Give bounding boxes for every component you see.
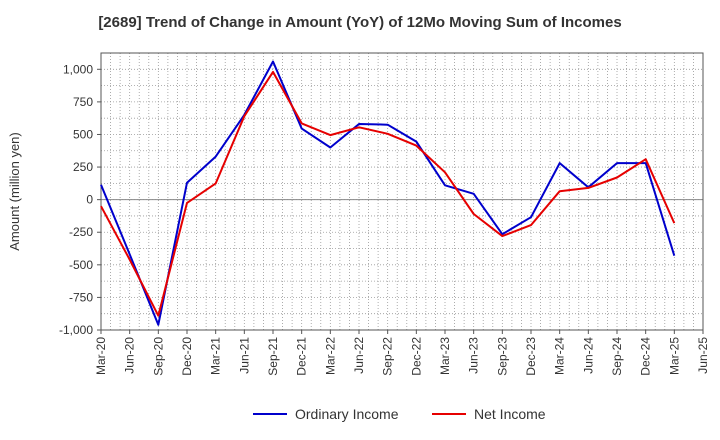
y-axis-label: Amount (million yen) bbox=[7, 132, 22, 251]
series-line-ordinary-income bbox=[100, 60, 676, 326]
axis-layer bbox=[97, 52, 704, 334]
x-tick-label: Dec-24 bbox=[639, 337, 653, 376]
y-tick-label: -750 bbox=[69, 290, 93, 304]
x-tick-label: Jun-20 bbox=[123, 337, 137, 374]
x-tick-label: Mar-20 bbox=[94, 337, 108, 375]
x-tick-label: Jun-22 bbox=[352, 337, 366, 374]
x-tick-label: Sep-22 bbox=[381, 337, 395, 376]
x-tick-label: Jun-25 bbox=[696, 337, 710, 374]
x-tick-label: Sep-20 bbox=[151, 337, 165, 376]
x-tick-label: Mar-25 bbox=[667, 337, 681, 375]
x-tick-label: Dec-23 bbox=[524, 337, 538, 376]
x-tick-label: Sep-21 bbox=[266, 337, 280, 376]
plot-frame bbox=[100, 52, 704, 331]
x-tick-label: Dec-20 bbox=[180, 337, 194, 376]
x-tick-label: Mar-24 bbox=[553, 337, 567, 375]
x-tick-label: Jun-23 bbox=[467, 337, 481, 374]
x-tick-label: Jun-21 bbox=[237, 337, 251, 374]
y-tick-label: -1,000 bbox=[59, 323, 93, 337]
x-tick-label: Sep-24 bbox=[610, 337, 624, 376]
x-tick-label: Sep-23 bbox=[495, 337, 509, 376]
y-tick-label: 500 bbox=[73, 127, 93, 141]
x-tick-label: Mar-22 bbox=[323, 337, 337, 375]
y-tick-label: 1,000 bbox=[63, 62, 93, 76]
x-tick-label: Dec-22 bbox=[409, 337, 423, 376]
y-tick-label: -500 bbox=[69, 258, 93, 272]
legend: Ordinary Income Net Income bbox=[253, 406, 546, 422]
x-tick-label: Dec-21 bbox=[295, 337, 309, 376]
y-tick-label: -250 bbox=[69, 225, 93, 239]
chart-title: [2689] Trend of Change in Amount (YoY) o… bbox=[98, 14, 622, 31]
y-tick-label: 750 bbox=[73, 95, 93, 109]
y-tick-label: 250 bbox=[73, 160, 93, 174]
x-tick-label: Jun-24 bbox=[581, 337, 595, 374]
x-tick-label: Mar-23 bbox=[438, 337, 452, 375]
series-layer bbox=[100, 60, 676, 326]
label-layer: -1,000 -750 -500 -250 0 250 500 750 1,000 Mar-20 J… bbox=[7, 62, 710, 375]
legend-label-net-income: Net Income bbox=[474, 406, 546, 422]
series-line-net-income bbox=[100, 70, 676, 317]
y-tick-label: 0 bbox=[86, 193, 93, 207]
grid-layer bbox=[100, 52, 704, 331]
legend-label-ordinary-income: Ordinary Income bbox=[295, 406, 399, 422]
x-tick-label: Mar-21 bbox=[209, 337, 223, 375]
